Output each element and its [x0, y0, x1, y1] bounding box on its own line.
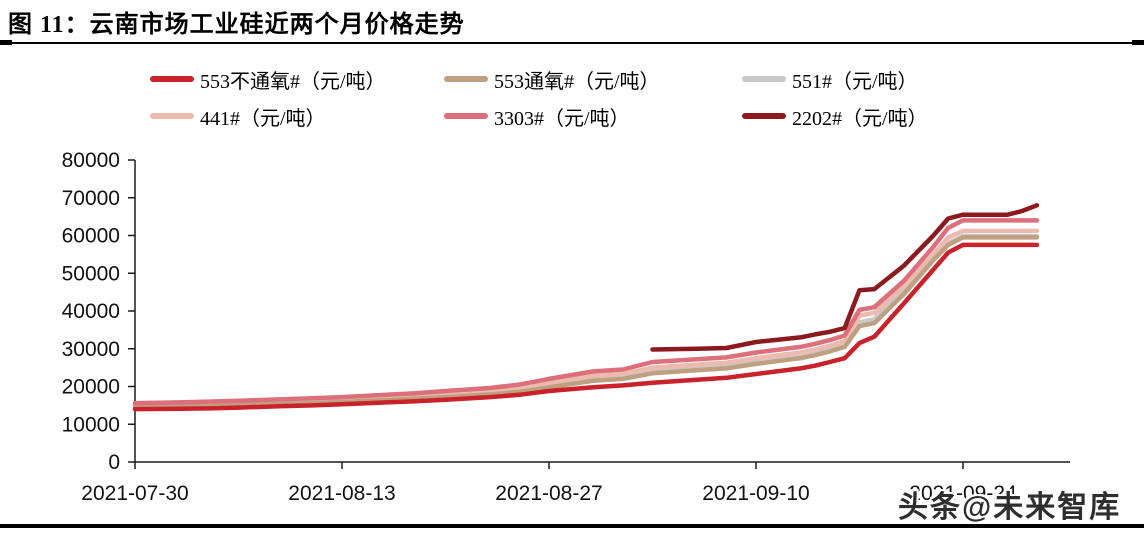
watermark: 头条@未来智库: [898, 491, 1122, 524]
axis-lines: [134, 160, 1070, 463]
legend-swatch-551: [742, 76, 786, 82]
legend-swatch-553-no-o2: [150, 76, 194, 82]
legend-swatch-3303: [444, 113, 488, 119]
legend-label-2202: 2202#（元/吨）: [792, 107, 928, 130]
legend-item-441: 441#（元/吨）: [150, 103, 326, 130]
y-axis-label: 30000: [62, 338, 120, 361]
x-axis-label: 2021-09-10: [702, 482, 809, 505]
series-line-553-o2: [132, 235, 1040, 409]
legend-item-553-no-o2: 553不通氧#（元/吨）: [150, 66, 386, 93]
chart-legend: 553不通氧#（元/吨） 553通氧#（元/吨） 551#（元/吨） 441#（元/吨…: [0, 0, 1144, 140]
legend-item-553-o2: 553通氧#（元/吨）: [444, 66, 660, 93]
x-axis-label: 2021-08-13: [288, 482, 395, 505]
title-divider-left-cap: [0, 40, 12, 45]
y-axis-label: 80000: [62, 149, 120, 172]
series-line-3303: [132, 218, 1040, 406]
series-line-441: [132, 228, 1040, 407]
series-line-553-no-o2: [132, 242, 1040, 412]
figure-bottom-border: [0, 524, 1144, 528]
figure-title: 图 11：云南市场工业硅近两个月价格走势: [8, 12, 465, 38]
legend-label-441: 441#（元/吨）: [200, 107, 326, 130]
legend-label-553-no-o2: 553不通氧#（元/吨）: [200, 70, 386, 93]
y-axis-label: 40000: [62, 300, 120, 323]
x-axis-label: 2021-07-30: [81, 482, 188, 505]
x-axis-label: 2021-09-24: [909, 482, 1017, 505]
title-divider: [0, 42, 1144, 44]
legend-item-551: 551#（元/吨）: [742, 66, 918, 93]
legend-swatch-553-o2: [444, 76, 488, 82]
y-axis-label: 50000: [62, 262, 120, 285]
legend-label-553-o2: 553通氧#（元/吨）: [494, 70, 660, 93]
legend-label-3303: 3303#（元/吨）: [494, 107, 630, 130]
legend-item-2202: 2202#（元/吨）: [742, 103, 928, 130]
y-axis-label: 0: [108, 451, 120, 474]
y-axis-label: 60000: [62, 225, 120, 248]
legend-swatch-441: [150, 113, 194, 119]
legend-swatch-2202: [742, 113, 786, 119]
title-divider-right-cap: [1132, 40, 1144, 45]
y-axis-label: 70000: [62, 187, 120, 210]
y-axis-label: 20000: [62, 376, 120, 399]
legend-label-551: 551#（元/吨）: [792, 70, 918, 93]
x-axis-label: 2021-08-27: [495, 482, 602, 505]
y-axis-label: 10000: [62, 413, 120, 436]
series-line-2202: [650, 203, 1040, 352]
legend-item-3303: 3303#（元/吨）: [444, 103, 630, 130]
